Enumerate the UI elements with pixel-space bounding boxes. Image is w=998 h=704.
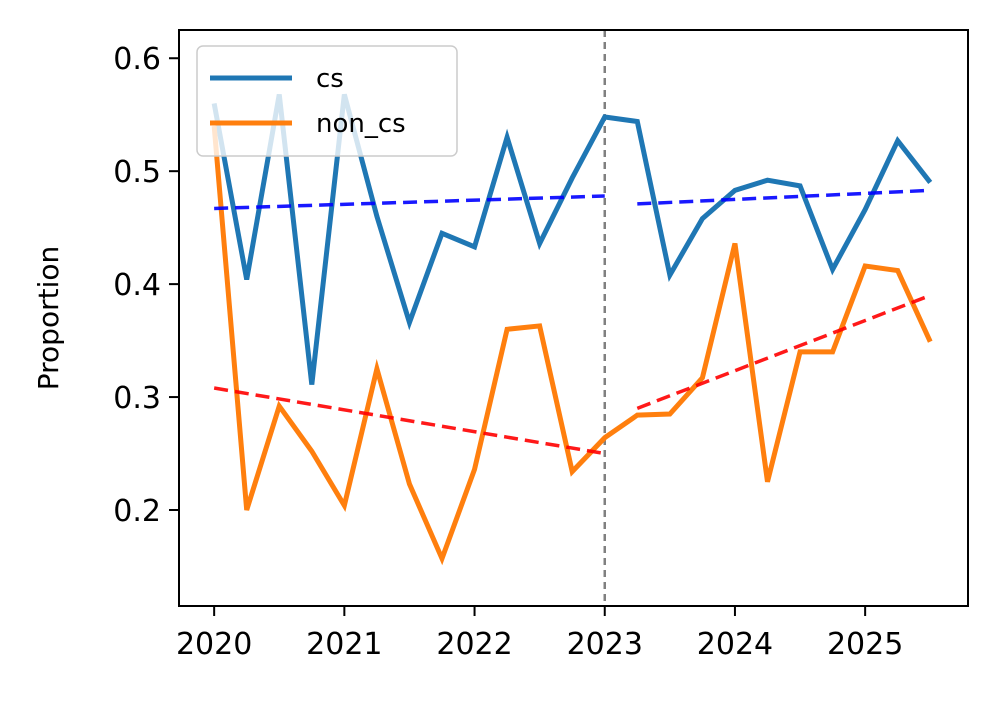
x-tick-label: 2025 bbox=[827, 627, 903, 662]
legend-frame bbox=[196, 45, 458, 157]
y-tick-label: 0.5 bbox=[113, 155, 161, 190]
x-tick-label: 2021 bbox=[306, 627, 382, 662]
legend-label-cs: cs bbox=[316, 64, 344, 94]
plot-area bbox=[211, 30, 933, 606]
x-tick-label: 2024 bbox=[697, 627, 773, 662]
plot-frame bbox=[178, 29, 969, 607]
trend-line-0 bbox=[214, 194, 605, 211]
y-tick-label: 0.4 bbox=[113, 268, 161, 303]
legend: cs non_cs bbox=[196, 45, 458, 157]
x-tick-label: 2020 bbox=[176, 627, 252, 662]
trend-line-1 bbox=[637, 188, 931, 206]
x-tick-label: 2023 bbox=[567, 627, 643, 662]
y-tick-label: 0.2 bbox=[113, 494, 161, 529]
y-tick-label: 0.6 bbox=[113, 42, 161, 77]
axis-ticks: 2020 2021 2022 2023 2024 2025 0.2 0.3 0.4 0.5 0.6 bbox=[113, 42, 903, 662]
x-tick-label: 2022 bbox=[436, 627, 512, 662]
y-tick-label: 0.3 bbox=[113, 381, 161, 416]
legend-label-non-cs: non_cs bbox=[316, 109, 406, 139]
trend-line-3 bbox=[636, 293, 931, 410]
trend-line-2 bbox=[213, 386, 606, 456]
series-line-non-cs bbox=[211, 125, 933, 566]
y-axis-label: Proportion bbox=[32, 246, 65, 390]
series-line-cs bbox=[211, 93, 933, 385]
